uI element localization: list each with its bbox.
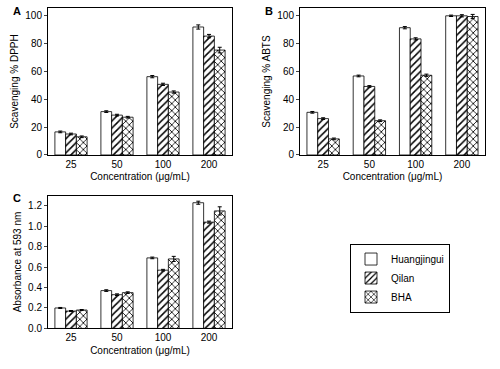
- svg-text:50: 50: [111, 159, 123, 170]
- svg-text:Huangjingui: Huangjingui: [391, 254, 444, 265]
- svg-text:1.0: 1.0: [28, 221, 42, 232]
- svg-text:80: 80: [283, 38, 295, 49]
- svg-text:40: 40: [31, 94, 43, 105]
- svg-text:Scavenging % DPPH: Scavenging % DPPH: [9, 34, 20, 129]
- svg-text:200: 200: [201, 332, 218, 343]
- svg-text:Concentration (μg/mL): Concentration (μg/mL): [90, 171, 190, 182]
- svg-text:25: 25: [65, 159, 77, 170]
- svg-text:100: 100: [277, 10, 294, 21]
- svg-text:25: 25: [65, 332, 77, 343]
- svg-text:B: B: [265, 5, 273, 17]
- svg-text:20: 20: [31, 122, 43, 133]
- svg-text:A: A: [13, 5, 21, 17]
- svg-text:Concentration (μg/mL): Concentration (μg/mL): [343, 171, 443, 182]
- svg-text:0.6: 0.6: [28, 262, 42, 273]
- svg-text:100: 100: [155, 159, 172, 170]
- svg-text:20: 20: [283, 122, 295, 133]
- svg-text:0: 0: [36, 149, 42, 160]
- svg-text:100: 100: [155, 332, 172, 343]
- svg-text:80: 80: [31, 38, 43, 49]
- svg-text:200: 200: [454, 159, 471, 170]
- svg-text:0.8: 0.8: [28, 241, 42, 252]
- svg-text:0.0: 0.0: [28, 323, 42, 334]
- svg-text:Absorbance at 593 nm: Absorbance at 593 nm: [12, 212, 23, 313]
- svg-text:Concentration (μg/mL): Concentration (μg/mL): [90, 345, 190, 356]
- svg-text:Scavenging % ABTS: Scavenging % ABTS: [261, 35, 272, 128]
- svg-text:50: 50: [364, 159, 376, 170]
- svg-text:25: 25: [318, 159, 330, 170]
- svg-text:60: 60: [283, 66, 295, 77]
- svg-text:50: 50: [111, 332, 123, 343]
- svg-text:100: 100: [25, 10, 42, 21]
- svg-text:Qilan: Qilan: [391, 273, 414, 284]
- svg-text:100: 100: [407, 159, 424, 170]
- svg-text:BHA: BHA: [391, 292, 412, 303]
- svg-text:60: 60: [31, 66, 43, 77]
- svg-text:C: C: [13, 192, 21, 204]
- svg-text:1.2: 1.2: [28, 200, 42, 211]
- svg-text:40: 40: [283, 94, 295, 105]
- svg-text:0.2: 0.2: [28, 302, 42, 313]
- svg-text:0.4: 0.4: [28, 282, 42, 293]
- svg-text:200: 200: [201, 159, 218, 170]
- svg-text:0: 0: [288, 149, 294, 160]
